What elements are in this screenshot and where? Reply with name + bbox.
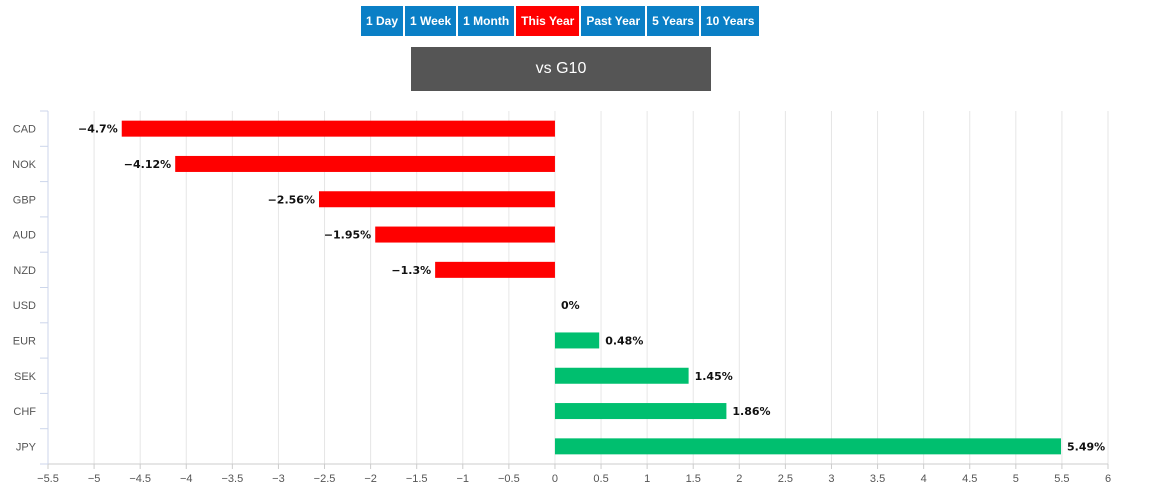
x-tick-label: −5 [88, 473, 101, 485]
tab-1-month[interactable]: 1 Month [458, 6, 515, 36]
category-label: USD [13, 300, 36, 312]
category-label: SEK [14, 371, 37, 383]
category-label: EUR [13, 335, 36, 347]
data-label-nzd: −1.3% [391, 264, 431, 277]
data-label-cad: −4.7% [78, 123, 118, 136]
x-tick-label: 3.5 [870, 473, 885, 485]
bar-sek[interactable] [554, 367, 689, 384]
x-tick-label: 4.5 [962, 473, 977, 485]
x-tick-label: 5 [1013, 473, 1019, 485]
x-tick-label: −2 [364, 473, 377, 485]
category-label: CHF [13, 406, 36, 418]
bar-gbp[interactable] [318, 191, 555, 208]
x-tick-label: −4 [180, 473, 193, 485]
data-label-chf: 1.86% [732, 405, 770, 418]
x-tick-label: −0.5 [498, 473, 520, 485]
x-tick-label: −2.5 [314, 473, 336, 485]
category-label: GBP [13, 194, 36, 206]
bar-chf[interactable] [554, 403, 727, 420]
data-label-aud: −1.95% [324, 229, 371, 242]
data-label-gbp: −2.56% [268, 193, 315, 206]
bar-cad[interactable] [121, 120, 555, 137]
bar-aud[interactable] [375, 226, 555, 243]
data-labels: −4.7% −4.12% −2.56% −1.95% −1.3% 0% 0.48% 1.45%… [78, 123, 1105, 454]
tab-past-year[interactable]: Past Year [581, 6, 646, 36]
period-tabs: 1 Day 1 Week 1 Month This Year Past Year 5 Ye… [361, 6, 760, 36]
tab-1-week[interactable]: 1 Week [405, 6, 457, 36]
tab-1-day[interactable]: 1 Day [361, 6, 404, 36]
x-tick-label: −5.5 [37, 473, 59, 485]
x-tick-label: −3 [272, 473, 285, 485]
x-tick-label: 6 [1105, 473, 1111, 485]
x-tick-label: 2.5 [778, 473, 793, 485]
data-label-eur: 0.48% [605, 334, 643, 347]
bar-nok[interactable] [175, 155, 555, 172]
category-label: CAD [13, 124, 36, 136]
category-label: JPY [16, 441, 37, 453]
bars [121, 120, 1061, 455]
x-tick-label: 3 [828, 473, 834, 485]
data-label-jpy: 5.49% [1067, 440, 1105, 453]
x-tick-label: −3.5 [221, 473, 243, 485]
bar-nzd[interactable] [435, 261, 555, 278]
x-tick-label: 4 [921, 473, 927, 485]
x-tick-label: 1 [644, 473, 650, 485]
category-label: NZD [13, 265, 36, 277]
x-tick-label: −4.5 [129, 473, 151, 485]
x-tick-label: −1.5 [406, 473, 428, 485]
x-tick-label: 1.5 [686, 473, 701, 485]
x-tick-label: 2 [736, 473, 742, 485]
bar-jpy[interactable] [554, 438, 1061, 455]
tab-5-years[interactable]: 5 Years [647, 6, 699, 36]
x-tick-label: 0.5 [593, 473, 608, 485]
chart-subtitle: vs G10 [411, 47, 711, 91]
category-label: AUD [13, 230, 36, 242]
data-label-nok: −4.12% [124, 158, 171, 171]
x-tick-label: −1 [457, 473, 470, 485]
tab-this-year[interactable]: This Year [516, 6, 580, 36]
x-tick-label: 5.5 [1054, 473, 1069, 485]
bar-eur[interactable] [554, 332, 600, 349]
x-tick-label: 0 [552, 473, 558, 485]
data-label-usd: 0% [561, 299, 580, 312]
data-label-sek: 1.45% [695, 370, 733, 383]
axes: −5.5 −5 −4.5 −4 −3.5 −3 −2.5 −2 −1.5 −1 −0.5 0 0.5 1 1… [12, 110, 1111, 485]
category-label: NOK [12, 159, 37, 171]
tab-10-years[interactable]: 10 Years [700, 6, 760, 36]
